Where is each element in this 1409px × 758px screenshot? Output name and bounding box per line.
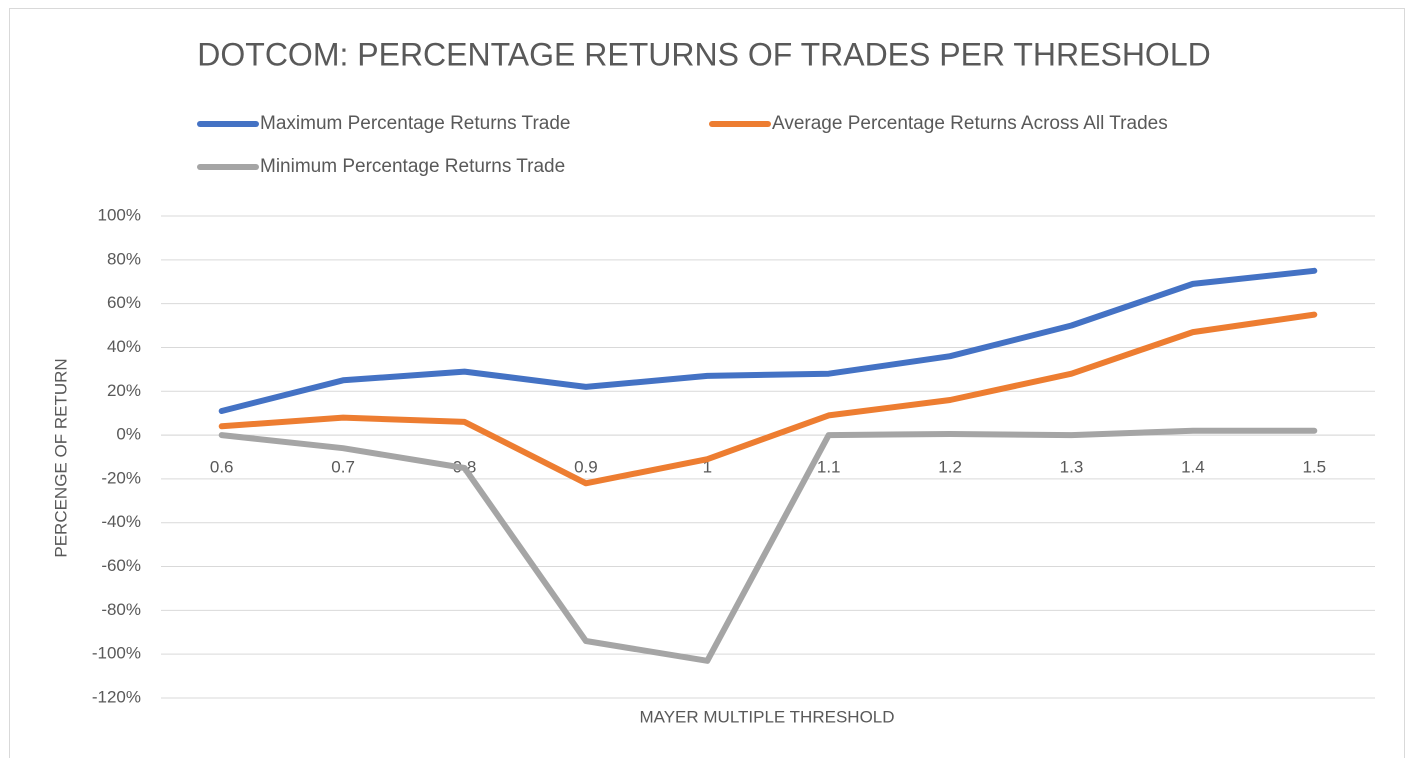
y-tick-label: 20%	[107, 381, 141, 400]
chart-title: DOTCOM: PERCENTAGE RETURNS OF TRADES PER…	[197, 36, 1210, 72]
legend-label: Maximum Percentage Returns Trade	[260, 113, 570, 134]
y-tick-label: 80%	[107, 249, 141, 268]
x-tick-label: 0.6	[210, 458, 234, 477]
x-tick-label: 1.1	[817, 458, 841, 477]
y-tick-label: -100%	[92, 644, 141, 663]
x-tick-label: 1	[703, 458, 712, 477]
y-tick-label: -40%	[101, 512, 141, 531]
data-line	[218, 267, 1318, 414]
x-tick-label: 1.3	[1060, 458, 1084, 477]
x-tick-label: 0.7	[331, 458, 355, 477]
data-line	[218, 311, 1318, 487]
y-tick-label: 0%	[116, 425, 141, 444]
x-tick-label: 1.2	[938, 458, 962, 477]
x-axis-title: MAYER MULTIPLE THRESHOLD	[639, 707, 894, 726]
y-axis-title: PERCENGE OF RETURN	[51, 358, 70, 557]
y-tick-label: -80%	[101, 600, 141, 619]
x-tick-label: 1.5	[1302, 458, 1326, 477]
x-tick-label: 1.4	[1181, 458, 1205, 477]
y-tick-label: -120%	[92, 687, 141, 706]
legend-label: Average Percentage Returns Across All Tr…	[772, 113, 1168, 134]
y-tick-label: -60%	[101, 556, 141, 575]
y-tick-label: -20%	[101, 468, 141, 487]
x-tick-label: 0.9	[574, 458, 598, 477]
legend-label: Minimum Percentage Returns Trade	[260, 156, 565, 177]
chart-border	[9, 8, 1405, 758]
y-tick-label: 100%	[98, 205, 141, 224]
y-tick-label: 60%	[107, 293, 141, 312]
y-tick-label: 40%	[107, 337, 141, 356]
data-line	[218, 427, 1318, 664]
